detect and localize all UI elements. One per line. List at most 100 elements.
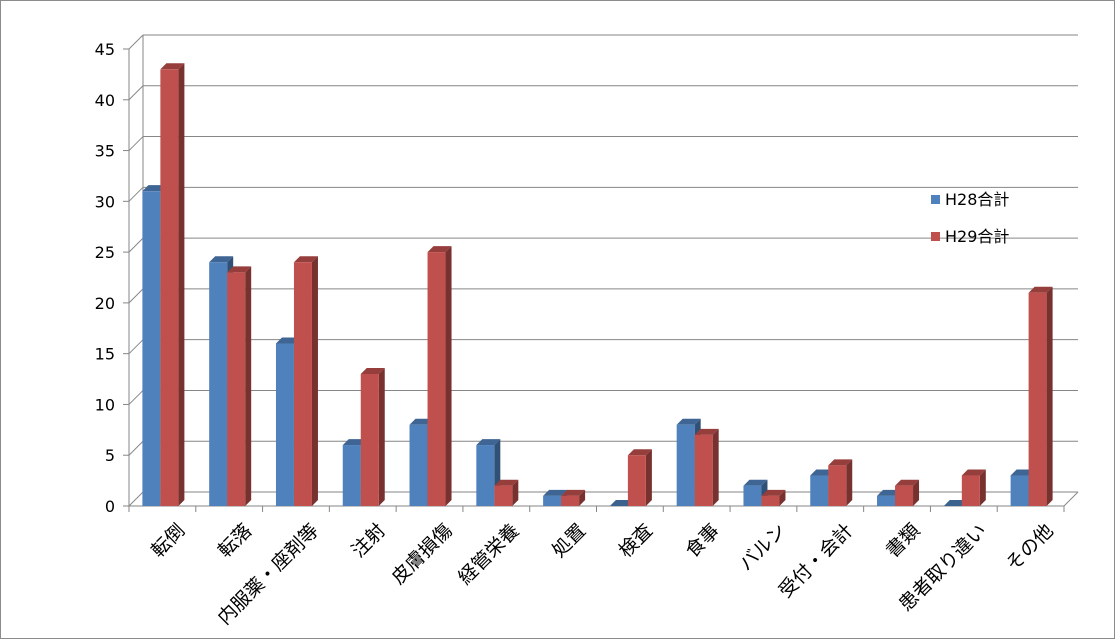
bar-top — [209, 256, 234, 263]
bar-side — [645, 449, 652, 506]
bar-h29 — [694, 428, 719, 506]
bar-h29 — [895, 479, 920, 506]
x-category-label: 食事 — [681, 520, 723, 562]
bar-top — [293, 256, 318, 263]
bar-side — [512, 479, 519, 506]
bar-h29 — [1028, 286, 1053, 506]
bar-h29 — [360, 367, 385, 506]
bar-h29 — [761, 489, 786, 506]
gridline-depth — [128, 440, 144, 456]
bar-side — [1046, 286, 1053, 506]
y-tick-label: 0 — [105, 497, 115, 516]
bar-top — [895, 479, 920, 486]
bar-front — [627, 455, 646, 506]
bar-front — [676, 424, 695, 506]
gridline-depth — [128, 34, 144, 50]
legend-swatch — [931, 195, 940, 204]
bar-top — [1028, 286, 1053, 293]
bar-front — [1028, 292, 1047, 506]
gridline-depth — [128, 491, 144, 507]
bar-front — [342, 445, 361, 506]
bar-front — [743, 485, 762, 506]
legend-label: H29合計 — [945, 227, 1009, 246]
gridline-depth — [128, 85, 144, 101]
x-category-label: 注射 — [347, 520, 389, 562]
x-category-label: 転落 — [214, 520, 256, 562]
gridline-depth — [128, 136, 144, 151]
gridline-depth — [128, 339, 144, 355]
bars — [142, 63, 1053, 507]
bar-h29 — [160, 63, 185, 507]
x-category-label: 処置 — [548, 520, 590, 562]
bar-side — [979, 469, 986, 506]
legend: H28合計 H29合計 — [931, 190, 1009, 246]
bar-top — [561, 489, 586, 496]
bar-front — [810, 475, 829, 506]
bar-top — [627, 449, 652, 456]
bar-h29 — [293, 256, 318, 506]
bar-h29 — [494, 479, 519, 506]
y-tick-label: 40 — [95, 91, 115, 110]
y-tick-label: 45 — [95, 40, 115, 59]
bar-front — [961, 475, 980, 506]
gridline-depth — [128, 288, 144, 304]
bar-h29 — [427, 246, 452, 506]
y-tick-label: 35 — [95, 142, 115, 161]
y-tick-label: 25 — [95, 243, 115, 262]
bar-front — [877, 495, 896, 506]
bar-top — [543, 489, 568, 496]
y-tick-label: 15 — [95, 345, 115, 364]
bar-side — [245, 266, 252, 506]
bar-front — [1010, 475, 1029, 506]
bar-front — [293, 262, 312, 506]
bar-top — [360, 367, 385, 374]
y-tick-label: 10 — [95, 395, 115, 414]
x-category-label: バルン — [735, 520, 791, 576]
bar-front — [494, 485, 513, 506]
bar-top — [828, 459, 853, 466]
bar-front — [694, 434, 713, 506]
gridline-depth — [128, 186, 144, 202]
bar-side — [779, 489, 786, 506]
x-category-label: その他 — [1002, 520, 1058, 576]
bar-front — [543, 495, 562, 506]
bar-side — [913, 479, 920, 506]
bar-top — [743, 479, 768, 486]
bar-top — [676, 418, 701, 425]
y-tick-label: 20 — [95, 294, 115, 313]
bar-front — [160, 69, 179, 507]
gridlines — [128, 34, 1078, 507]
bar-h29 — [627, 449, 652, 506]
gridline-depth — [128, 237, 144, 253]
bar-front — [476, 445, 495, 506]
bar-front — [828, 465, 847, 506]
bar-side — [311, 256, 318, 506]
bar-front — [761, 495, 780, 506]
bar-top — [961, 469, 986, 476]
bar-top — [761, 489, 786, 496]
bar-front — [360, 373, 379, 506]
legend-label: H28合計 — [945, 190, 1009, 209]
bar-front — [561, 495, 580, 506]
bar-top — [494, 479, 519, 486]
axes — [123, 48, 1079, 512]
bar-top — [160, 63, 185, 70]
bar-top — [427, 246, 452, 253]
bar-side — [378, 367, 385, 506]
bar-front — [427, 252, 446, 506]
y-axis-ticks: 0 5 10 15 20 25 30 35 40 45 — [95, 40, 115, 516]
x-category-label: 検査 — [615, 520, 657, 562]
x-category-label: 皮膚損傷 — [387, 520, 456, 589]
bar-side — [579, 489, 586, 506]
bar-front — [227, 272, 246, 506]
bar-top — [476, 439, 501, 446]
bar-h29 — [227, 266, 252, 506]
gridline-depth — [128, 390, 144, 405]
bar-h29 — [561, 489, 586, 506]
x-category-label: 転倒 — [147, 520, 189, 562]
bar-side — [846, 459, 853, 506]
legend-swatch — [931, 232, 940, 241]
